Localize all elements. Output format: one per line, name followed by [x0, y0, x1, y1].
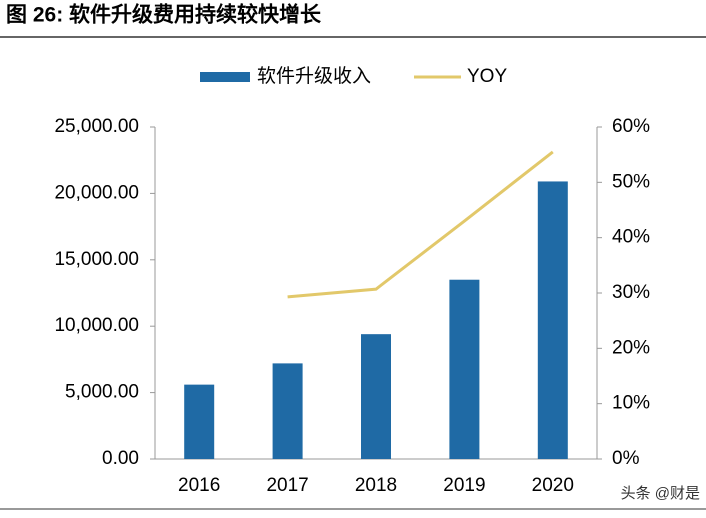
- y-tick-label: 25,000.00: [54, 116, 139, 137]
- legend-swatch: [200, 72, 250, 82]
- x-tick-label: 2018: [355, 475, 397, 496]
- bar: [537, 181, 568, 459]
- y2-tick-label: 60%: [612, 116, 650, 137]
- y-tick-label: 0.00: [102, 448, 139, 469]
- legend-label: YOY: [467, 66, 507, 87]
- chart-title: 图 26: 软件升级费用持续较快增长: [6, 3, 322, 27]
- bar: [272, 363, 303, 459]
- y2-tick-label: 30%: [612, 282, 650, 303]
- line: [287, 150, 554, 299]
- y-tick-label: 15,000.00: [54, 249, 139, 270]
- x-tick-label: 2017: [266, 475, 308, 496]
- x-tick-label: 2016: [178, 475, 220, 496]
- x-tick-label: 2019: [443, 475, 485, 496]
- watermark: 头条 @财是: [621, 485, 700, 502]
- y2-tick-label: 50%: [612, 171, 650, 192]
- bar: [449, 279, 480, 459]
- y2-tick-label: 20%: [612, 337, 650, 358]
- legend-label: 软件升级收入: [257, 65, 371, 87]
- bar: [184, 384, 215, 459]
- y-tick-label: 10,000.00: [54, 315, 139, 336]
- y2-tick-label: 0%: [612, 448, 640, 469]
- y-tick-label: 20,000.00: [54, 182, 139, 203]
- y-tick-label: 5,000.00: [65, 382, 139, 403]
- y2-tick-label: 40%: [612, 227, 650, 248]
- bar: [361, 334, 391, 459]
- y2-tick-label: 10%: [612, 393, 650, 414]
- x-tick-label: 2020: [532, 475, 574, 496]
